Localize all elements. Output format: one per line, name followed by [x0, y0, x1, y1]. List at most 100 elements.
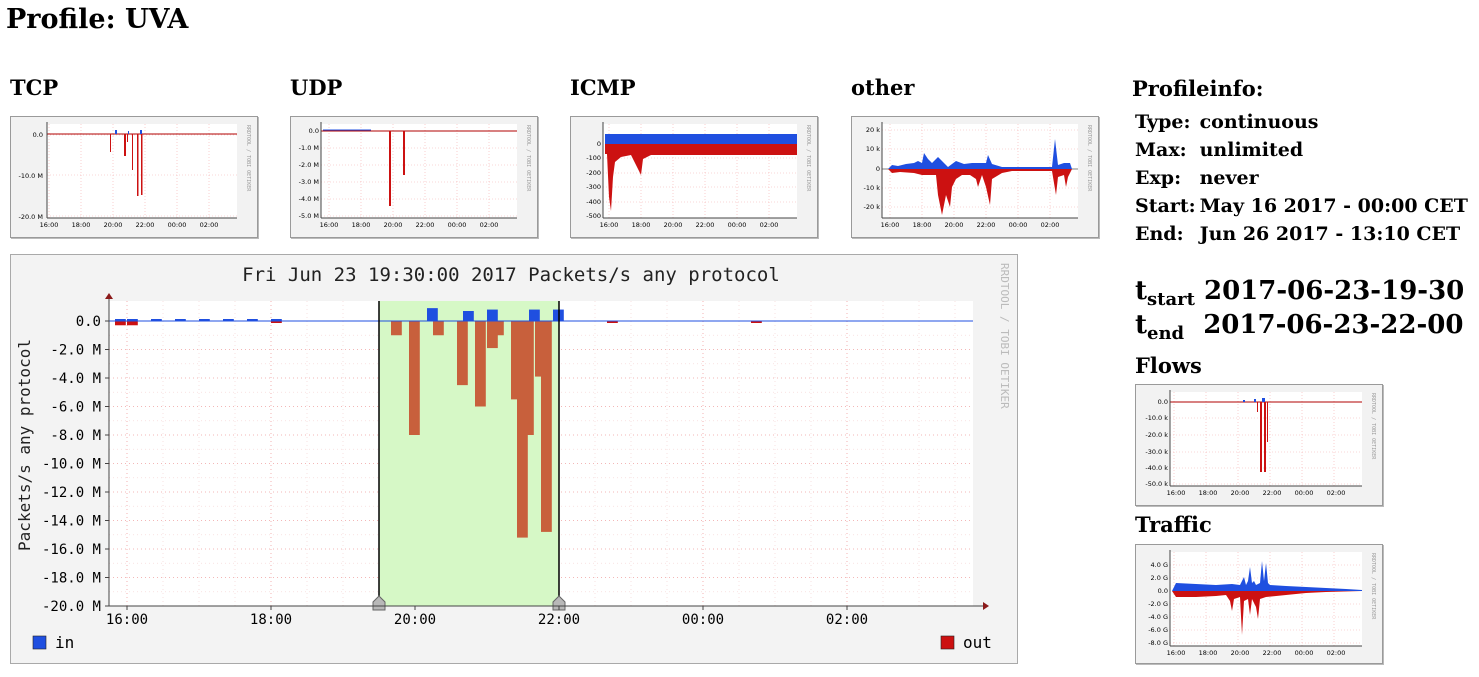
profileinfo-row: Start: May 16 2017 - 00:00 CET [1135, 192, 1472, 220]
t-end-value: 2017-06-23-22-00 [1203, 310, 1464, 340]
bar-out [475, 321, 486, 407]
udp-graph[interactable]: 0.0 -1.0 M -2.0 M -3.0 M -4.0 M -5.0 M 1… [290, 116, 538, 238]
tcp-graph[interactable]: 0.0 -10.0 M -20.0 M 16:00 18:00 20:00 22… [10, 116, 258, 238]
flows-ytick: -30.0 k [1145, 448, 1168, 456]
flows-ytick: -20.0 k [1145, 431, 1168, 439]
bar-out [433, 321, 444, 336]
udp-ytick: -3.0 M [299, 178, 319, 186]
traffic-watermark: RRDTOOL / TOBI OETIKER [1370, 553, 1376, 620]
flows-xtick: 22:00 [1263, 489, 1282, 497]
bar-out [457, 321, 468, 386]
profileinfo-key: Type: [1135, 111, 1191, 133]
bar-in [115, 319, 126, 321]
icmp-xtick: 20:00 [664, 221, 683, 229]
tcp-ytick: -10.0 M [19, 172, 44, 180]
udp-xtick: 02:00 [480, 221, 499, 229]
profileinfo-value: Jun 26 2017 - 13:10 CET [1199, 223, 1461, 245]
tcp-xtick: 18:00 [72, 221, 91, 229]
traffic-ytick: 4.0 G [1151, 561, 1168, 569]
profileinfo-row: Type: continuous [1135, 108, 1472, 136]
traffic-xtick: 00:00 [1295, 649, 1314, 657]
other-ytick: -10 k [864, 184, 881, 192]
udp-xtick: 16:00 [320, 221, 339, 229]
bar-in [271, 319, 282, 321]
bar-out [487, 321, 498, 349]
flows-graph[interactable]: 0.0 -10.0 k -20.0 k -30.0 k -40.0 k -50.… [1135, 384, 1383, 506]
icmp-ytick: -500 [586, 212, 601, 220]
traffic-xtick: 16:00 [1167, 649, 1186, 657]
bar-in [127, 319, 138, 321]
udp-xtick: 22:00 [416, 221, 435, 229]
profileinfo-value: unlimited [1199, 139, 1304, 161]
flows-watermark: RRDTOOL / TOBI OETIKER [1370, 393, 1376, 460]
profileinfo-key: Exp: [1135, 167, 1182, 189]
traffic-ytick: -4.0 G [1148, 613, 1168, 621]
udp-ytick: -1.0 M [299, 144, 319, 152]
tcp-label: TCP [10, 75, 59, 100]
chart-watermark: RRDTOOL / TOBI OETIKER [998, 263, 1011, 409]
t-start-line: tstart 2017-06-23-19-30 [1135, 276, 1464, 310]
t-end-line: tend 2017-06-23-22-00 [1135, 310, 1463, 344]
x-tick-label: 18:00 [250, 612, 292, 628]
traffic-ytick: -6.0 G [1148, 626, 1168, 634]
other-ytick: 10 k [866, 145, 880, 153]
udp-label: UDP [290, 75, 343, 100]
icmp-xtick: 00:00 [728, 221, 747, 229]
traffic-ytick: -8.0 G [1148, 639, 1168, 647]
page-title: Profile: UVA [6, 4, 189, 35]
udp-ytick: -2.0 M [299, 161, 319, 169]
other-xtick: 16:00 [881, 221, 900, 229]
flows-ytick: -50.0 k [1145, 480, 1168, 488]
tcp-xtick: 00:00 [168, 221, 187, 229]
bar-out [751, 321, 762, 323]
traffic-ytick: 0.0 [1158, 587, 1168, 595]
y-tick-label: -20.0 M [42, 599, 101, 615]
bar-out [409, 321, 420, 435]
traffic-graph[interactable]: 4.0 G 2.0 G 0.0 -2.0 G -4.0 G -6.0 G -8.… [1135, 544, 1383, 664]
udp-watermark: RRDTOOL / TOBI OETIKER [525, 125, 531, 192]
profileinfo-value: never [1199, 167, 1259, 189]
bar-in [247, 319, 258, 321]
other-xtick: 20:00 [945, 221, 964, 229]
bar-in [223, 319, 234, 321]
x-tick-label: 02:00 [826, 612, 868, 628]
bar-out [511, 321, 522, 400]
bar-out [493, 321, 504, 336]
flows-xtick: 20:00 [1231, 489, 1250, 497]
other-watermark: RRDTOOL / TOBI OETIKER [1086, 125, 1092, 192]
icmp-label: ICMP [570, 75, 636, 100]
other-xtick: 22:00 [977, 221, 996, 229]
t-start-subscript: start [1147, 289, 1195, 311]
y-tick-label: -16.0 M [42, 542, 101, 558]
x-axis-arrow [983, 602, 989, 610]
y-axis-label: Packets/s any protocol [15, 339, 34, 551]
profileinfo-key: End: [1135, 223, 1184, 245]
other-xtick: 18:00 [913, 221, 932, 229]
x-tick-label: 22:00 [538, 612, 580, 628]
icmp-ytick: 0 [597, 140, 601, 148]
other-graph[interactable]: 20 k 10 k 0 -10 k -20 k 16:00 18:00 20:0… [851, 116, 1099, 238]
y-tick-label: -12.0 M [42, 485, 101, 501]
y-tick-label: -8.0 M [50, 428, 101, 444]
bar-out [535, 321, 546, 377]
icmp-graph[interactable]: 0 -100 -200 -300 -400 -500 16:00 18:00 2… [570, 116, 818, 238]
icmp-xtick: 22:00 [696, 221, 715, 229]
chart-title: Fri Jun 23 19:30:00 2017 Packets/s any p… [242, 264, 780, 286]
bar-out [391, 321, 402, 336]
udp-ytick: 0.0 [309, 127, 319, 135]
bar-in [199, 319, 210, 321]
traffic-ytick: -2.0 G [1148, 600, 1168, 608]
main-packets-chart[interactable]: Fri Jun 23 19:30:00 2017 Packets/s any p… [10, 254, 1018, 664]
flows-xtick: 00:00 [1295, 489, 1314, 497]
icmp-xtick: 02:00 [760, 221, 779, 229]
icmp-xtick: 18:00 [632, 221, 651, 229]
icmp-ytick: -400 [586, 198, 601, 206]
profileinfo-row: Max: unlimited [1135, 136, 1472, 164]
udp-ytick: -5.0 M [299, 212, 319, 220]
flows-xtick: 02:00 [1327, 489, 1346, 497]
other-xtick: 00:00 [1009, 221, 1028, 229]
flows-ytick: 0.0 [1158, 398, 1168, 406]
other-ytick: 20 k [866, 126, 880, 134]
icmp-ytick: -300 [586, 183, 601, 191]
bar-in [175, 319, 186, 321]
